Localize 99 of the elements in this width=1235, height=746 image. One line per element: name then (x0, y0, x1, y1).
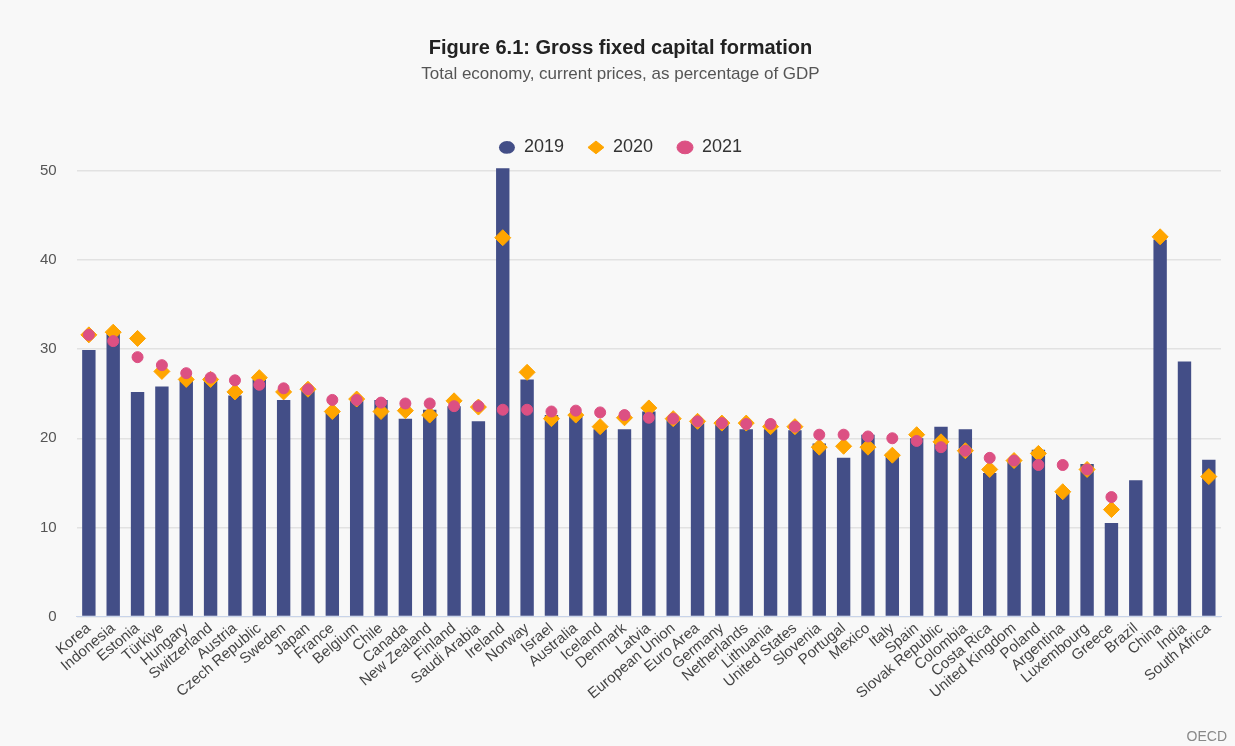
bar (398, 418, 413, 616)
y-tick-label: 40 (40, 250, 57, 268)
point (323, 403, 341, 421)
bar (1129, 480, 1143, 616)
point (545, 405, 558, 418)
bar (471, 421, 486, 616)
y-tick-label: 50 (40, 161, 57, 178)
bar (374, 399, 388, 616)
point (1102, 501, 1120, 519)
bar (423, 409, 437, 616)
point (569, 404, 582, 417)
bar (496, 168, 510, 616)
bar (447, 406, 461, 616)
bar (203, 379, 218, 616)
point (521, 403, 534, 416)
bar (276, 399, 291, 616)
bar (569, 415, 583, 616)
point (180, 367, 193, 380)
bar (228, 395, 242, 616)
y-tick-label: 20 (40, 428, 57, 446)
point (910, 434, 923, 447)
point (1200, 468, 1218, 486)
point (131, 351, 144, 364)
point (253, 378, 266, 391)
point (277, 382, 290, 395)
point (642, 411, 655, 424)
y-tick-label: 30 (40, 339, 57, 357)
point (228, 374, 241, 387)
point (421, 406, 439, 424)
point (226, 383, 244, 401)
bar (1104, 522, 1119, 616)
point (1029, 444, 1047, 462)
bar (349, 400, 364, 616)
point (883, 446, 901, 464)
bar (983, 473, 997, 616)
point (518, 363, 536, 381)
point (810, 438, 828, 456)
bar (909, 438, 924, 616)
bar (1177, 361, 1192, 616)
point (129, 329, 147, 347)
bar (690, 421, 705, 616)
bar (1056, 492, 1070, 616)
point (448, 400, 461, 413)
bar (301, 389, 315, 616)
bar (544, 415, 559, 616)
bar (130, 391, 145, 616)
bar (1007, 461, 1021, 616)
point (1056, 459, 1069, 471)
chart-subtitle: Total economy, current prices, as percentage of GDP (421, 63, 820, 83)
point (813, 428, 826, 441)
bar (82, 350, 96, 616)
bar (836, 457, 851, 616)
legend-label: 2021 (702, 136, 743, 157)
point (1054, 483, 1072, 501)
bar (1080, 464, 1094, 616)
bar (1153, 239, 1167, 616)
bar (642, 411, 656, 616)
bar (617, 429, 632, 616)
bar (593, 429, 607, 616)
point (886, 432, 899, 445)
bar (666, 418, 680, 616)
bar (155, 386, 169, 616)
point (835, 437, 853, 455)
point (935, 441, 948, 454)
bar (861, 434, 875, 616)
bar (325, 412, 340, 616)
legend-label: 2019 (523, 136, 564, 157)
point (983, 451, 996, 464)
point (423, 397, 436, 410)
point (496, 403, 509, 416)
bar (739, 429, 753, 616)
point (326, 393, 339, 406)
point (375, 396, 388, 409)
bar (252, 379, 266, 616)
point (861, 430, 874, 443)
point (107, 335, 120, 348)
point (594, 406, 607, 419)
bar (788, 430, 802, 616)
bar (520, 379, 534, 616)
legend-label: 2020 (612, 136, 654, 157)
point (1105, 491, 1118, 504)
chart-title: Figure 6.1: Gross fixed capital formation (428, 35, 813, 58)
point (1151, 228, 1169, 246)
bar (179, 380, 193, 616)
point (1032, 459, 1045, 471)
y-tick-label: 10 (40, 517, 57, 535)
text: OECD (1186, 728, 1227, 744)
point (837, 428, 850, 441)
bar (934, 426, 948, 616)
point (494, 229, 512, 247)
bar (958, 429, 973, 616)
point (399, 397, 412, 410)
y-tick-label: 0 (48, 606, 57, 624)
bar (715, 424, 729, 616)
point (591, 418, 609, 436)
bar (763, 429, 778, 616)
bar (106, 332, 120, 616)
bar (1202, 459, 1216, 616)
point (155, 359, 168, 372)
